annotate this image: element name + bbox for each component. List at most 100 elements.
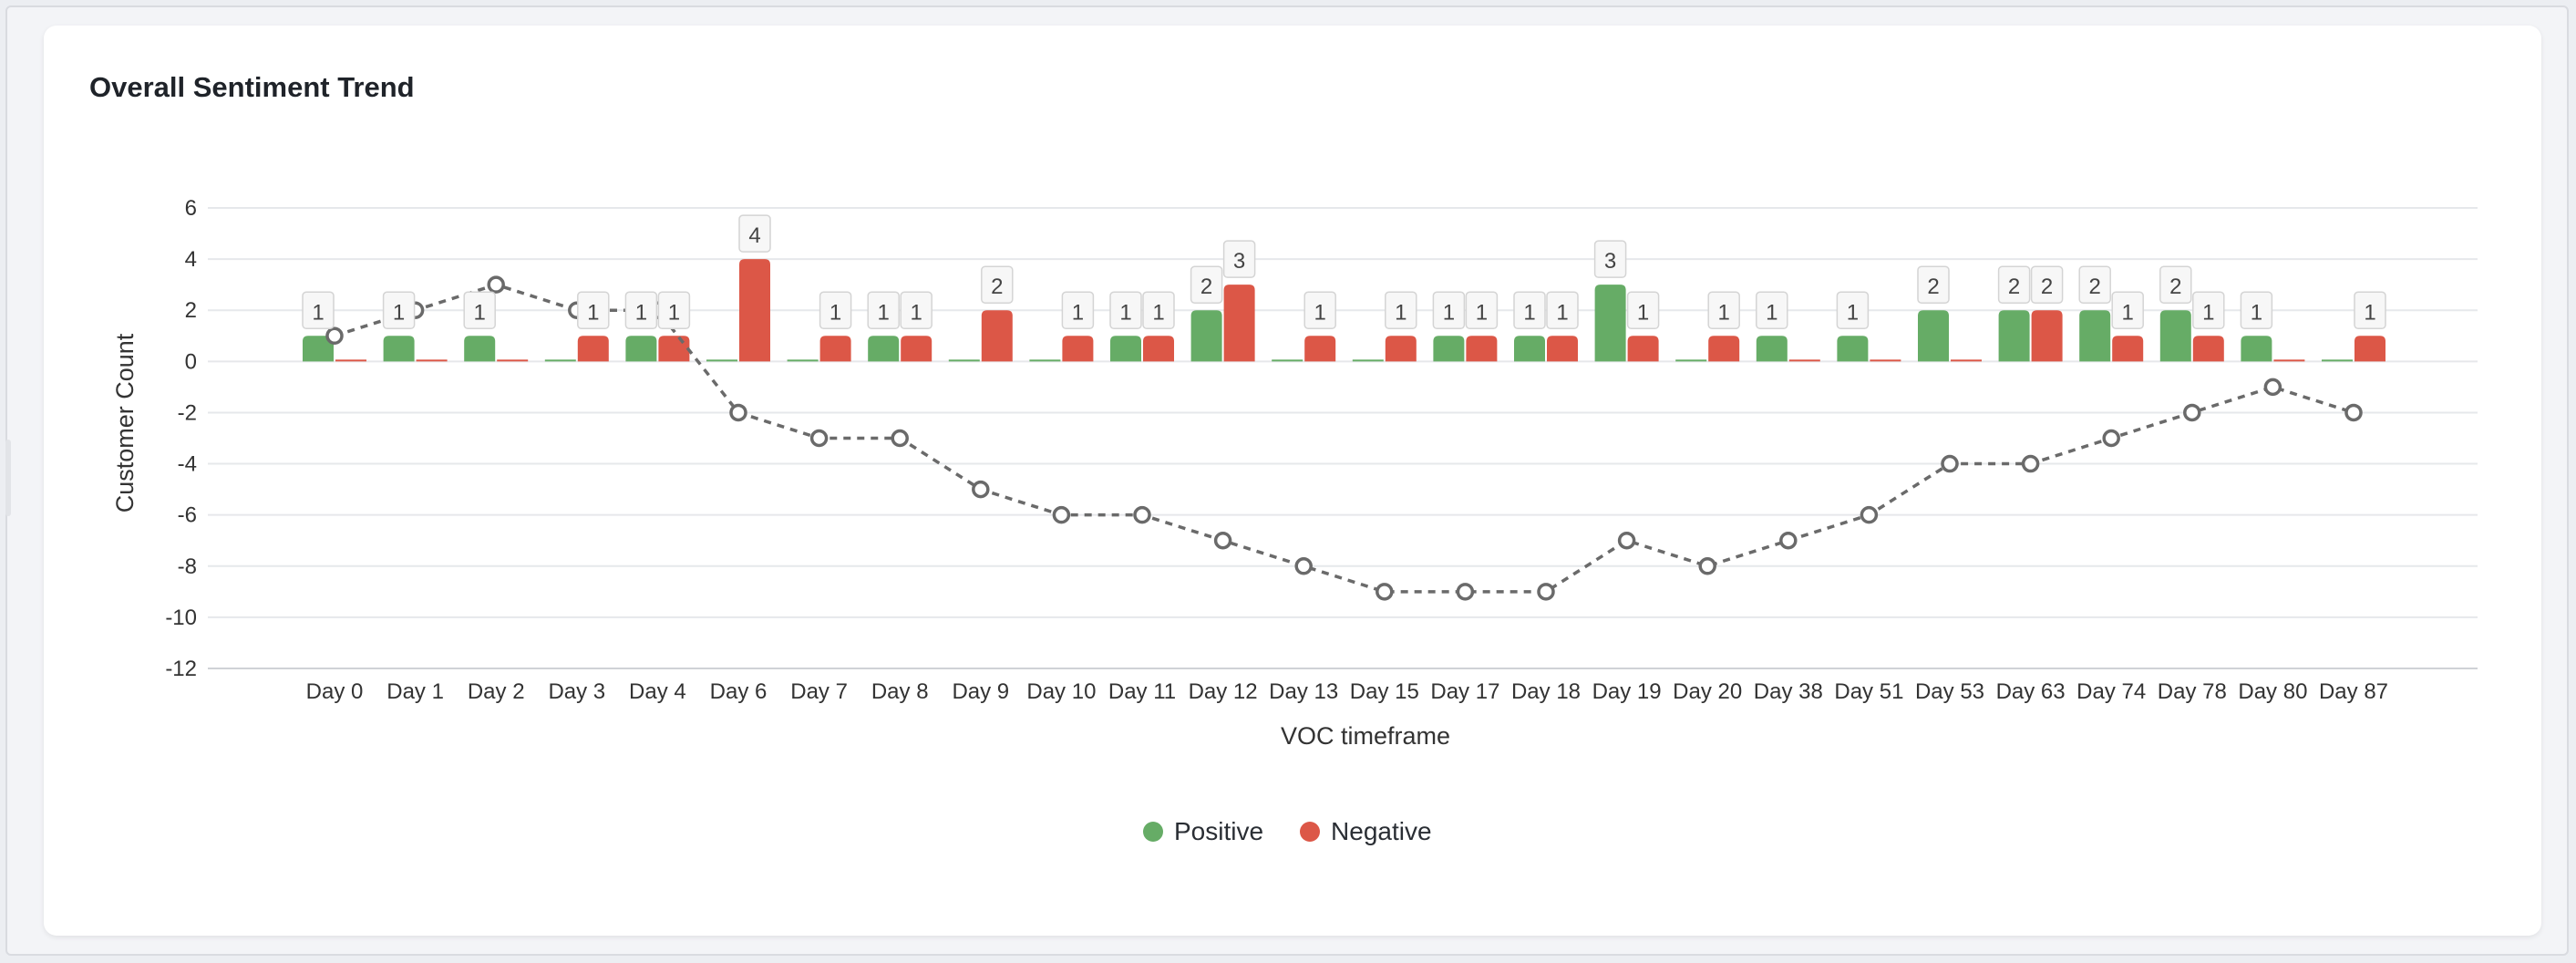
bar-negative (819, 336, 851, 362)
data-label-negative-box (738, 214, 771, 253)
data-label-negative-box (1546, 291, 1579, 330)
chart-title: Overall Sentiment Trend (89, 71, 415, 103)
data-label-positive-box (382, 291, 416, 330)
legend-label-positive: Positive (1174, 817, 1264, 845)
bar-negative (416, 359, 448, 362)
x-tick-label: Day 8 (871, 679, 929, 704)
x-tick-label: Day 1 (386, 679, 444, 704)
x-tick-label: Day 78 (2158, 679, 2227, 704)
data-label-negative-box (577, 291, 610, 330)
chart-card (44, 26, 2541, 936)
y-tick-label: -4 (178, 452, 197, 477)
bar-negative (1385, 336, 1417, 362)
bar-negative (2031, 310, 2063, 362)
x-tick-label: Day 10 (1026, 679, 1096, 704)
x-axis-ticks: Day 0 Day 1 Day 2 Day 3 Day 4 Day 6 Day 7 Day 8… (306, 679, 2388, 704)
legend: Positive Negative (1143, 817, 1432, 846)
data-label-negative-box (819, 291, 852, 330)
data-label-positive-box (1432, 291, 1466, 330)
x-tick-label: Day 4 (629, 679, 686, 704)
data-label-positive-box (1190, 265, 1223, 304)
bar-positive (1190, 310, 1222, 362)
data-label-positive-box (624, 291, 658, 330)
data-label-positive-box (1593, 240, 1627, 278)
legend-item-negative[interactable]: Negative (1300, 817, 1432, 846)
bar-positive (1029, 359, 1061, 362)
data-label-positive-box (463, 291, 496, 330)
bar-positive (303, 336, 334, 362)
bar-positive (2159, 310, 2191, 362)
x-tick-label: Day 51 (1834, 679, 1903, 704)
x-tick-label: Day 13 (1269, 679, 1338, 704)
data-label-negative-box (2354, 291, 2386, 330)
bar-positive (383, 336, 415, 362)
y-tick-label: 2 (185, 298, 197, 323)
resize-handle[interactable] (5, 440, 11, 516)
data-label-negative: 1 (829, 300, 841, 325)
data-label-negative-box (1465, 291, 1499, 330)
data-label-positive: 1 (635, 300, 647, 325)
data-label-positive-box (302, 291, 335, 330)
data-label-negative: 4 (748, 223, 760, 248)
bar-positive (1352, 359, 1384, 362)
bar-negative (1951, 359, 1982, 362)
data-label-negative: 2 (2041, 274, 2053, 299)
y-tick-label: -6 (178, 503, 197, 528)
data-label-positive-box (2240, 291, 2273, 330)
bar-positive (868, 336, 900, 362)
y-tick-label: -2 (178, 400, 197, 425)
data-label-positive-box (1836, 291, 1870, 330)
data-label-positive-box (1109, 291, 1142, 330)
bar-negative (1223, 285, 1255, 362)
data-label-negative: 1 (1476, 300, 1488, 325)
bar-negative (497, 359, 529, 362)
x-tick-label: Day 80 (2238, 679, 2307, 704)
x-tick-label: Day 18 (1511, 679, 1581, 704)
data-label-negative: 1 (1637, 300, 1649, 325)
trend-point (1213, 531, 1232, 550)
x-tick-label: Day 38 (1754, 679, 1823, 704)
trend-point (1133, 505, 1151, 524)
bar-negative (1547, 336, 1578, 362)
trend-point (1294, 557, 1313, 575)
trend-point (1698, 557, 1716, 575)
data-label-negative-box (1626, 291, 1660, 330)
data-label-positive: 2 (2008, 274, 2020, 299)
data-label-positive-box (1756, 291, 1788, 330)
bar-negative (2112, 336, 2144, 362)
data-label-negative: 1 (2122, 300, 2134, 325)
bar-positive (2322, 359, 2353, 362)
data-label-negative-box (2192, 291, 2225, 330)
data-label-negative: 1 (587, 300, 599, 325)
data-label-negative: 1 (1072, 300, 1084, 325)
data-label-positive-box (2159, 265, 2192, 304)
y-axis-title: Customer Count (111, 333, 139, 513)
trend-point (1860, 505, 1879, 524)
bar-negative (2192, 336, 2224, 362)
data-label-negative: 1 (668, 300, 680, 325)
trend-point (1779, 531, 1798, 550)
data-label-negative: 1 (1152, 300, 1164, 325)
data-label-positive-box (2078, 265, 2111, 304)
data-label-positive: 2 (1927, 274, 1939, 299)
trend-point (1537, 583, 1555, 601)
x-tick-label: Day 0 (306, 679, 364, 704)
trend-point (1376, 583, 1394, 601)
bar-positive (1433, 336, 1465, 362)
data-label-negative-box (1385, 291, 1417, 330)
trend-point (2344, 403, 2363, 422)
trend-point (809, 429, 829, 448)
data-label-negative: 1 (1395, 300, 1406, 325)
trend-point (487, 275, 505, 294)
legend-item-positive[interactable]: Positive (1143, 817, 1263, 846)
data-label-negative-box (981, 265, 1014, 304)
bar-negative (901, 336, 933, 362)
trend-point (2021, 454, 2040, 473)
bar-positive (464, 336, 496, 362)
data-label-positive: 1 (1119, 300, 1131, 325)
legend-dot-positive-icon (1143, 822, 1163, 842)
bar-negative (1143, 336, 1174, 362)
bar-negative (1304, 336, 1336, 362)
trend-point (1456, 583, 1475, 601)
